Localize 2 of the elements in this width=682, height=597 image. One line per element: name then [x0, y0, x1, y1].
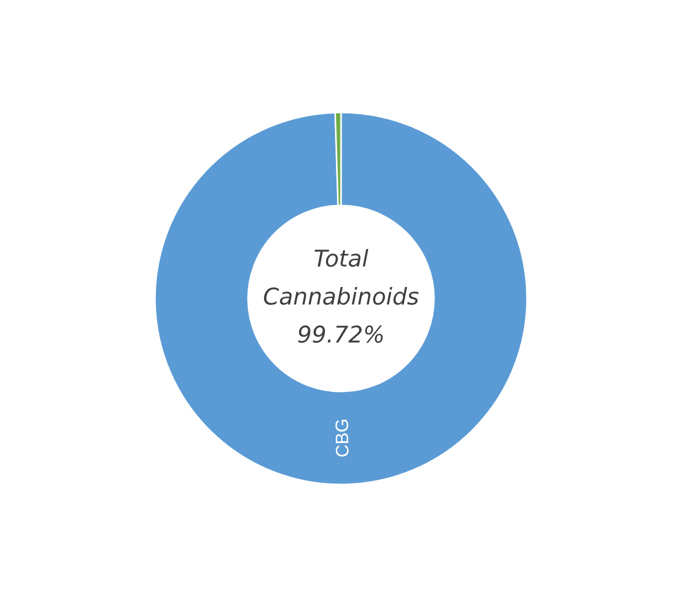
text: Total Cannabinoids 99.72%: [262, 246, 420, 348]
slice-label: CBG: [332, 418, 352, 458]
